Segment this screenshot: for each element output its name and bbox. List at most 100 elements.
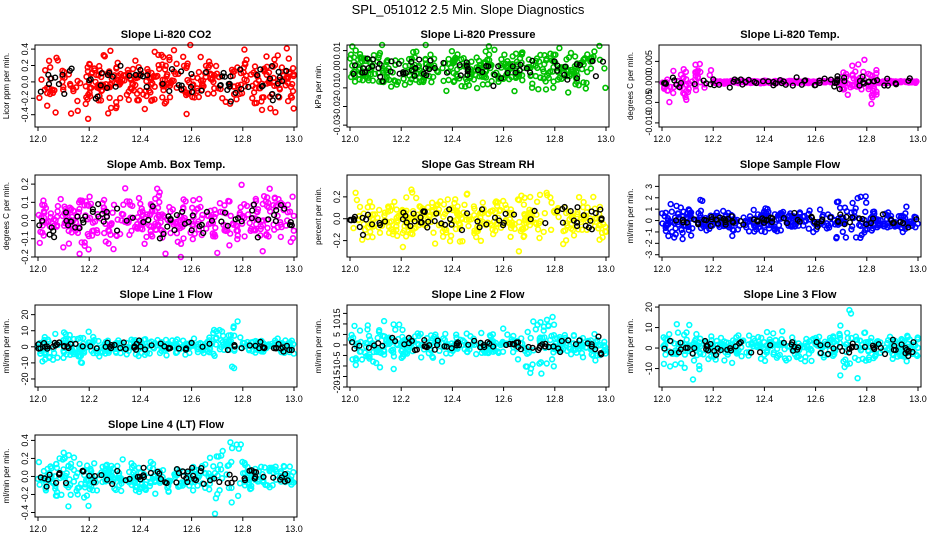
data-point bbox=[913, 216, 920, 223]
data-point bbox=[862, 199, 870, 206]
data-point bbox=[580, 61, 587, 68]
x-tick-label: 12.0 bbox=[653, 264, 671, 274]
data-point bbox=[587, 217, 594, 224]
data-point bbox=[109, 480, 116, 488]
data-point bbox=[110, 201, 118, 209]
data-point bbox=[191, 94, 198, 101]
data-point bbox=[835, 198, 842, 205]
data-point bbox=[270, 474, 277, 481]
chart-panel: Slope Line 2 Flow ml/min per min. 12.0 12.2… bbox=[314, 289, 615, 404]
data-point bbox=[364, 211, 372, 218]
data-point bbox=[178, 82, 185, 89]
data-point bbox=[267, 105, 274, 112]
data-point bbox=[274, 212, 281, 220]
panel-title: Slope Li-820 Pressure bbox=[421, 29, 536, 41]
data-point bbox=[160, 230, 167, 238]
data-point bbox=[413, 194, 420, 202]
data-point bbox=[120, 339, 127, 346]
data-point bbox=[671, 214, 679, 221]
data-point bbox=[775, 222, 783, 229]
data-point bbox=[284, 201, 292, 209]
data-point bbox=[425, 350, 432, 357]
data-point bbox=[753, 217, 761, 224]
data-point bbox=[543, 189, 550, 197]
data-point bbox=[254, 234, 261, 241]
data-point bbox=[547, 226, 555, 234]
data-point bbox=[445, 76, 452, 84]
panel-title: Slope Li-820 CO2 bbox=[121, 29, 211, 41]
data-point bbox=[672, 361, 679, 368]
data-point bbox=[874, 222, 882, 229]
data-point bbox=[275, 93, 282, 100]
data-point bbox=[865, 348, 872, 355]
data-point bbox=[113, 227, 121, 234]
data-point bbox=[273, 207, 280, 214]
data-point bbox=[430, 62, 438, 69]
data-point bbox=[227, 212, 234, 220]
data-point bbox=[219, 94, 226, 102]
data-point bbox=[154, 204, 162, 212]
x-tick-label: 12.0 bbox=[653, 394, 671, 404]
data-point bbox=[356, 223, 363, 231]
data-point bbox=[677, 71, 685, 78]
data-point bbox=[425, 218, 432, 225]
data-point bbox=[421, 337, 428, 344]
data-point bbox=[286, 463, 293, 470]
data-point bbox=[439, 233, 447, 240]
data-point bbox=[779, 328, 786, 335]
data-point bbox=[233, 441, 240, 448]
data-point bbox=[399, 243, 407, 251]
data-point bbox=[126, 75, 134, 82]
data-point bbox=[193, 85, 201, 92]
x-tick-label: 12.2 bbox=[704, 264, 722, 274]
data-point bbox=[898, 335, 905, 343]
data-point bbox=[189, 212, 196, 219]
data-point bbox=[491, 214, 499, 221]
data-point bbox=[471, 337, 478, 344]
data-point bbox=[200, 349, 207, 357]
data-point bbox=[859, 215, 866, 223]
data-point bbox=[278, 64, 286, 71]
data-point bbox=[250, 201, 258, 208]
data-point bbox=[793, 74, 800, 81]
data-point bbox=[35, 458, 43, 466]
data-point bbox=[406, 79, 414, 86]
data-point bbox=[590, 193, 597, 201]
y-axis-label: ml/min per min. bbox=[626, 189, 635, 244]
data-point bbox=[62, 479, 70, 487]
data-point bbox=[710, 76, 717, 83]
x-tick-label: 12.4 bbox=[756, 264, 774, 274]
data-point bbox=[62, 209, 70, 216]
data-point bbox=[760, 339, 768, 346]
data-point bbox=[53, 460, 60, 468]
data-point bbox=[152, 490, 159, 497]
data-point bbox=[463, 59, 470, 66]
data-point bbox=[220, 346, 228, 353]
data-point bbox=[783, 220, 791, 227]
data-point bbox=[101, 53, 109, 60]
data-point bbox=[36, 222, 43, 229]
data-point bbox=[473, 350, 480, 358]
data-point bbox=[286, 346, 293, 354]
data-point bbox=[841, 221, 848, 228]
data-point bbox=[165, 345, 173, 352]
data-point bbox=[90, 227, 98, 234]
data-point bbox=[564, 76, 571, 83]
data-point bbox=[434, 68, 442, 76]
data-point bbox=[180, 235, 187, 242]
data-point bbox=[143, 233, 150, 241]
plot-frame bbox=[34, 304, 298, 388]
data-point bbox=[365, 70, 372, 77]
data-point bbox=[111, 341, 118, 349]
data-point bbox=[359, 236, 366, 243]
data-point bbox=[151, 48, 158, 55]
data-point bbox=[464, 190, 471, 197]
data-point bbox=[853, 336, 861, 343]
y-tick-label: -0.010 bbox=[644, 110, 654, 136]
data-point bbox=[112, 83, 119, 90]
data-point bbox=[849, 62, 856, 69]
data-point bbox=[665, 232, 672, 240]
data-point bbox=[805, 225, 812, 232]
data-point bbox=[168, 77, 176, 84]
data-point bbox=[92, 95, 99, 102]
